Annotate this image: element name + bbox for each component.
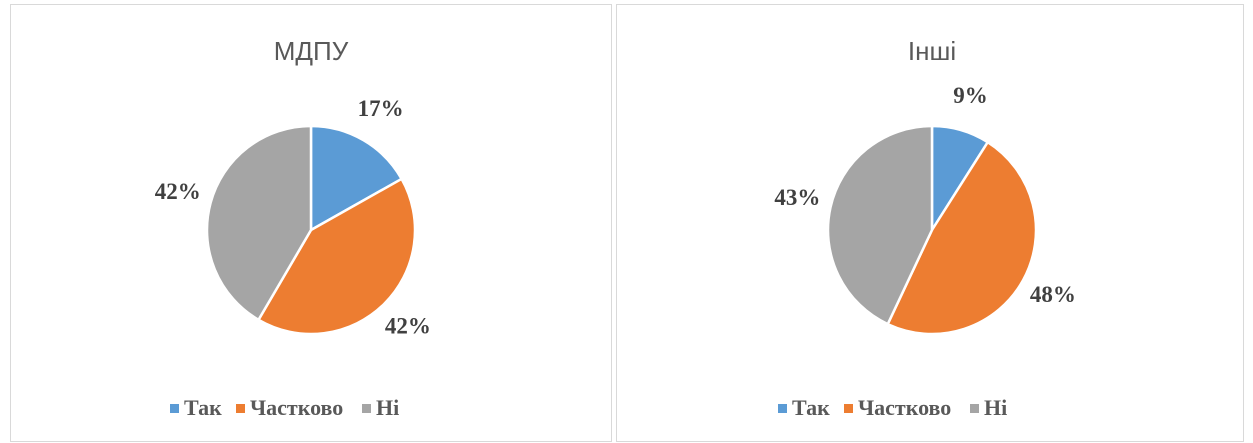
pie-slice (205, 124, 313, 322)
chart-title: Інші (908, 36, 956, 66)
legend-swatch (778, 404, 787, 413)
legend-swatch (362, 404, 371, 413)
pie-slice (826, 124, 934, 326)
pie-slice (309, 124, 404, 233)
legend-swatch (844, 404, 853, 413)
data-label: 48% (1030, 282, 1076, 307)
legend-label: Ні (984, 395, 1007, 420)
chart-title: МДПУ (274, 36, 349, 66)
legend-swatch (970, 404, 979, 413)
pie-slice (256, 177, 417, 336)
data-label: 42% (385, 314, 431, 339)
pie-slice (886, 140, 1038, 336)
legend-label: Так (184, 395, 222, 420)
legend-label: Ні (376, 395, 399, 420)
data-label: 42% (155, 179, 201, 204)
legend-swatch (170, 404, 179, 413)
data-label: 43% (774, 185, 820, 210)
legend-label: Так (792, 395, 830, 420)
legend-swatch (236, 404, 245, 413)
data-label: 9% (953, 83, 988, 108)
data-label: 17% (358, 96, 404, 121)
legend-label: Частково (858, 395, 951, 420)
legend-label: Частково (250, 395, 343, 420)
